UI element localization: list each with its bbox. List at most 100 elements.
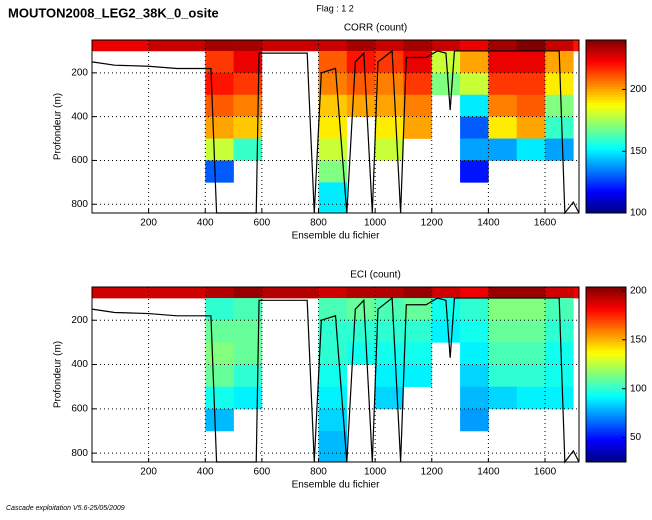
heat-cell xyxy=(403,116,433,139)
axes-frame xyxy=(91,286,580,463)
heat-cell xyxy=(233,72,263,96)
x-tick-label: 1400 xyxy=(477,218,500,229)
heat-cell xyxy=(488,386,518,410)
colorbar-swatch xyxy=(586,451,626,455)
heat-cell xyxy=(346,342,376,365)
colorbar-swatch xyxy=(586,156,626,160)
x-tick-label: 200 xyxy=(140,467,157,478)
colorbar-swatch xyxy=(586,148,626,152)
heat-cell xyxy=(516,40,546,52)
heat-cell xyxy=(92,40,121,52)
colorbar-swatch xyxy=(586,371,626,375)
heat-cell xyxy=(205,298,234,321)
colorbar-swatch xyxy=(586,118,626,122)
colorbar-tick-label: 100 xyxy=(630,208,647,219)
x-tick-label: 1600 xyxy=(534,467,557,478)
colorbar-swatch xyxy=(586,134,626,138)
heat-cell xyxy=(205,40,234,52)
heat-cell xyxy=(233,138,263,161)
heat-cell xyxy=(375,50,404,74)
colorbar-swatch xyxy=(586,325,626,329)
x-tick-label: 200 xyxy=(140,218,157,229)
colorbar-swatch xyxy=(586,388,626,392)
heat-cell xyxy=(460,94,489,117)
colorbar-swatch xyxy=(586,363,626,367)
heat-cell xyxy=(318,430,348,463)
colorbar-swatch xyxy=(586,64,626,68)
y-axis-label: Profondeur (m) xyxy=(53,341,64,408)
colorbar-swatch xyxy=(586,102,626,106)
colorbar-swatch xyxy=(586,161,626,165)
colorbar-swatch xyxy=(586,167,626,171)
heat-cell xyxy=(516,364,546,387)
heat-cell xyxy=(460,320,489,343)
heat-cell xyxy=(261,287,291,299)
x-tick-label: 1400 xyxy=(477,467,500,478)
colorbar-swatch xyxy=(586,126,626,130)
colorbar-swatch xyxy=(586,94,626,98)
heat-cell xyxy=(516,320,546,343)
y-tick-label: 200 xyxy=(71,67,88,78)
colorbar-swatch xyxy=(586,72,626,76)
heat-cell xyxy=(545,342,574,365)
heat-cell xyxy=(346,287,376,299)
colorbar-swatch xyxy=(586,314,626,318)
colorbar-swatch xyxy=(586,123,626,127)
colorbar-swatch xyxy=(586,131,626,136)
heat-cell xyxy=(375,386,404,410)
heat-cell xyxy=(403,72,433,96)
heat-cell xyxy=(375,138,404,161)
heat-cell xyxy=(460,50,489,74)
heat-cell xyxy=(545,386,574,410)
colorbar-swatch xyxy=(586,338,626,343)
colorbar-swatch xyxy=(586,426,626,430)
colorbar-swatch xyxy=(586,140,626,144)
heat-cell xyxy=(403,342,433,365)
colorbar-swatch xyxy=(586,188,626,192)
heat-cell xyxy=(233,298,263,321)
colorbar-swatch xyxy=(586,56,626,60)
heat-cell xyxy=(318,182,348,214)
heat-cell xyxy=(176,287,206,299)
heat-cell xyxy=(120,287,149,299)
colorbar-swatch xyxy=(586,429,626,433)
colorbar-swatch xyxy=(586,352,626,356)
colorbar-swatch xyxy=(586,115,626,119)
colorbar-swatch xyxy=(586,442,626,446)
x-tick-label: 600 xyxy=(254,218,271,229)
heat-cell xyxy=(460,72,489,96)
heat-cell xyxy=(318,320,348,343)
colorbar-swatch xyxy=(586,366,626,370)
colorbar-frame xyxy=(585,286,627,463)
colorbar-swatch xyxy=(586,204,626,208)
x-tick-label: 1000 xyxy=(364,467,387,478)
heat-cell xyxy=(346,72,376,96)
colorbar-swatch xyxy=(586,379,626,384)
colorbar-swatch xyxy=(586,153,626,157)
colorbar-tick-label: 50 xyxy=(630,432,642,443)
heat-cell xyxy=(516,287,546,299)
y-tick-label: 800 xyxy=(71,199,88,210)
heat-cell xyxy=(346,40,376,52)
colorbar-swatch xyxy=(586,437,626,441)
colorbar-swatch xyxy=(586,194,626,198)
heat-cell xyxy=(460,386,489,410)
colorbar-swatch xyxy=(586,107,626,111)
heat-cell xyxy=(176,40,206,52)
colorbar-swatch xyxy=(586,377,626,381)
heat-cell xyxy=(205,160,234,183)
colorbar-swatch xyxy=(586,45,626,49)
heat-cell xyxy=(516,50,546,74)
colorbar-swatch xyxy=(586,180,626,184)
colorbar-swatch xyxy=(586,112,626,117)
colorbar-swatch xyxy=(586,410,626,414)
heat-cell xyxy=(488,72,518,96)
heat-cell xyxy=(346,298,376,321)
colorbar-swatch xyxy=(586,396,626,400)
heat-cell xyxy=(488,342,518,365)
heat-cell xyxy=(516,138,546,161)
colorbar-swatch xyxy=(586,69,626,73)
heat-cell xyxy=(346,94,376,117)
heat-cell xyxy=(318,160,348,183)
heat-cell xyxy=(403,50,433,74)
